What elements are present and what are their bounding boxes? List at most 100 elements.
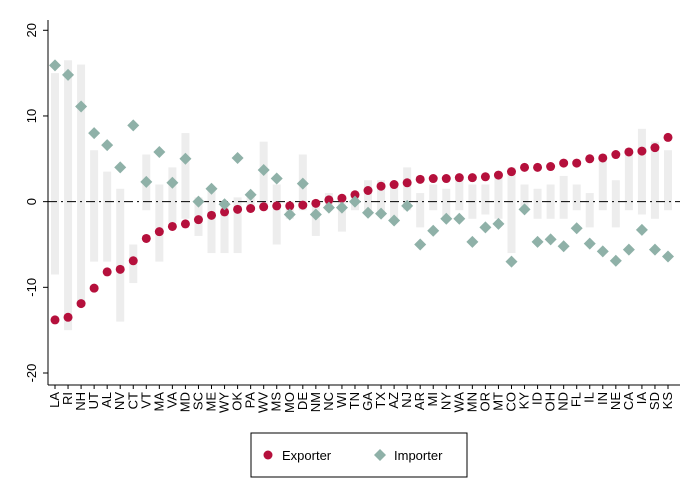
range-bar: [611, 180, 620, 228]
x-tick-label: AR: [412, 392, 427, 410]
range-bar: [585, 193, 594, 228]
x-tick-label: AZ: [386, 392, 401, 409]
x-tick-label: ND: [556, 392, 571, 411]
x-tick-label: MN: [464, 392, 479, 412]
x-tick-label: NV: [112, 392, 127, 410]
y-tick-label: 10: [24, 109, 39, 123]
point: [389, 180, 399, 190]
range-bar: [51, 73, 59, 275]
point: [128, 256, 138, 266]
point: [376, 181, 386, 191]
x-tick-label: KS: [660, 392, 675, 410]
point: [298, 200, 308, 210]
point: [440, 212, 453, 225]
point: [115, 264, 125, 274]
x-tick-label: IL: [582, 392, 597, 403]
y-tick-label: -10: [24, 278, 39, 297]
range-bar: [220, 201, 229, 254]
point: [453, 212, 466, 225]
point: [88, 127, 101, 140]
range-bar: [429, 184, 438, 211]
point: [635, 223, 648, 236]
range-bar: [520, 184, 529, 211]
point: [570, 222, 583, 235]
point: [585, 154, 595, 164]
point: [350, 190, 360, 200]
range-bar: [116, 188, 125, 322]
range-bar: [64, 60, 73, 331]
point: [140, 175, 153, 188]
point: [401, 199, 414, 212]
range-bar: [481, 184, 490, 215]
point: [546, 162, 556, 172]
range-bar: [494, 175, 503, 219]
point: [611, 150, 621, 160]
range-bar: [664, 150, 672, 211]
x-tick-label: FL: [569, 392, 584, 407]
point: [259, 202, 269, 212]
point: [179, 152, 192, 165]
point: [662, 250, 674, 263]
point: [166, 176, 179, 189]
point: [257, 163, 270, 176]
point: [492, 217, 505, 230]
point: [583, 237, 596, 250]
x-tick-label: MO: [282, 392, 297, 413]
point: [624, 147, 634, 157]
point: [192, 195, 205, 208]
point: [205, 182, 218, 195]
x-tick-label: MS: [269, 392, 284, 412]
point: [75, 100, 88, 113]
point: [622, 243, 635, 256]
point: [402, 178, 412, 188]
x-tick-label: WI: [334, 392, 349, 408]
range-bar: [311, 205, 320, 236]
point: [233, 204, 243, 214]
point: [467, 173, 477, 183]
point: [375, 207, 388, 220]
x-tick-label: NJ: [399, 392, 414, 408]
point: [520, 162, 530, 172]
x-tick-label: TN: [347, 392, 362, 409]
point: [101, 139, 114, 152]
point: [454, 173, 464, 183]
x-tick-label: AL: [99, 392, 114, 408]
x-tick-label: NM: [308, 392, 323, 412]
point: [270, 172, 283, 185]
x-tick-label: IA: [634, 392, 649, 405]
x-tick-label: ID: [530, 392, 545, 405]
x-tick-label: LA: [47, 392, 62, 408]
x-tick-label: SD: [647, 392, 662, 410]
point: [663, 132, 673, 142]
point: [102, 267, 112, 277]
range-bar: [507, 167, 516, 254]
range-bar: [337, 201, 346, 232]
range-bar: [77, 64, 86, 305]
range-bar: [559, 175, 568, 219]
point: [311, 198, 321, 208]
y-tick-label: -20: [24, 364, 39, 383]
x-tick-label: NY: [438, 392, 453, 410]
x-tick-label: WY: [217, 392, 232, 413]
x-tick-label: NE: [608, 392, 623, 410]
point: [572, 158, 582, 168]
point: [167, 221, 177, 231]
point: [49, 59, 61, 72]
point: [114, 161, 127, 174]
point: [322, 201, 335, 214]
x-tick-label: NC: [321, 392, 336, 411]
point: [220, 207, 230, 217]
point: [428, 174, 438, 184]
range-bar: [624, 150, 633, 211]
x-tick-label: GA: [360, 392, 375, 411]
x-tick-label: IN: [595, 392, 610, 405]
point: [89, 283, 99, 293]
x-tick-label: WA: [451, 392, 466, 413]
point: [427, 224, 440, 237]
legend-marker: [263, 450, 273, 460]
x-tick-label: TX: [373, 392, 388, 409]
x-tick-label: UT: [86, 392, 101, 409]
range-bar: [207, 188, 216, 254]
point: [609, 254, 622, 267]
y-tick-label: 0: [24, 198, 39, 205]
